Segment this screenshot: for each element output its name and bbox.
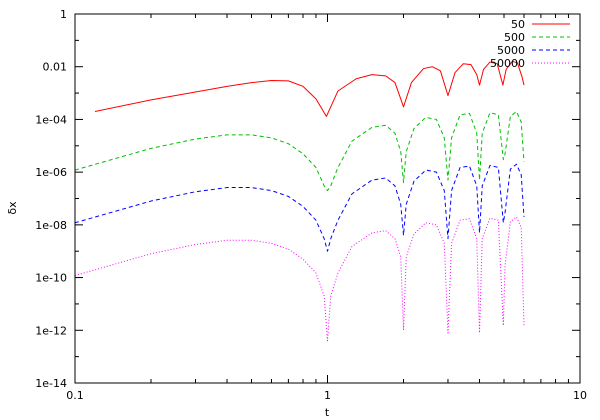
- legend-label: 500: [504, 31, 525, 44]
- y-tick-label: 1e-14: [35, 377, 67, 390]
- legend-label: 5000: [497, 44, 525, 57]
- legend-label: 50: [511, 18, 525, 31]
- ticks-layer: 0.1 1 10 1e-14 1e-12 1e-10 1e-08 1e-06 1e-04 0.01…: [35, 8, 587, 402]
- y-axis-label: δx: [6, 201, 19, 215]
- y-tick-label: 1e-04: [35, 113, 67, 126]
- y-tick-label: 1e-06: [35, 166, 67, 179]
- x-tick-label: 0.1: [66, 389, 84, 402]
- series-line-500: [74, 110, 525, 192]
- y-tick-label: 1e-12: [35, 324, 67, 337]
- y-tick-label: 1e-08: [35, 219, 67, 232]
- x-tick-label: 1: [324, 389, 331, 402]
- x-axis-label: t: [325, 406, 330, 419]
- y-tick-label: 1: [60, 8, 67, 21]
- y-tick-label: 0.01: [43, 61, 68, 74]
- series-layer: [74, 60, 525, 342]
- legend-label: 50000: [490, 57, 525, 70]
- series-line-5000: [74, 163, 525, 252]
- series-line-50: [94, 60, 525, 117]
- x-tick-label: 10: [573, 389, 587, 402]
- y-tick-label: 1e-10: [35, 272, 67, 285]
